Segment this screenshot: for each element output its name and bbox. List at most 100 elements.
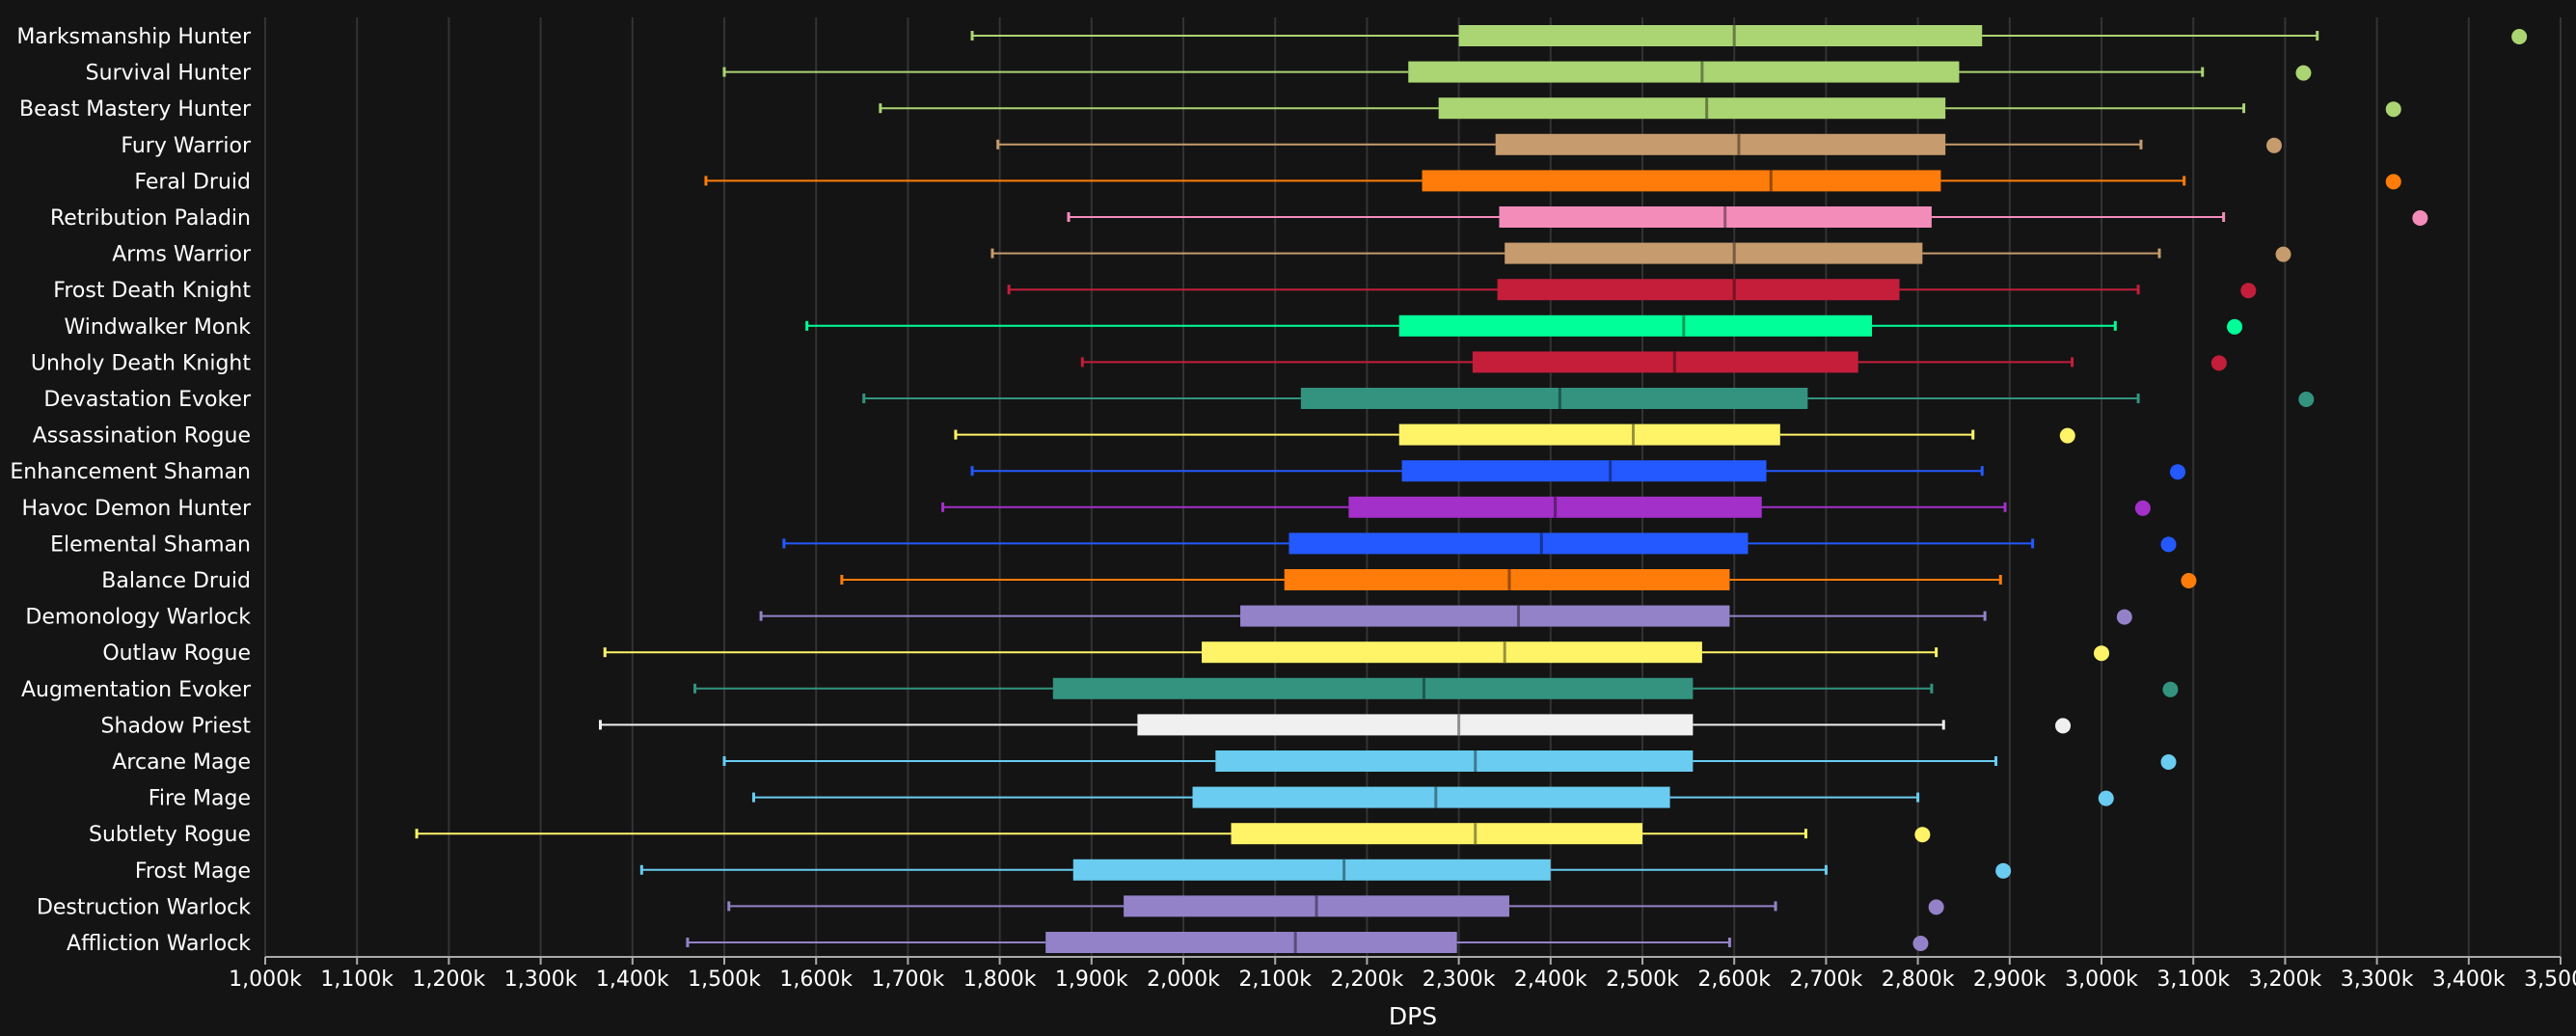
- outlier-point: [2385, 174, 2401, 190]
- iqr-box: [1052, 677, 1694, 699]
- box-row: [603, 641, 2109, 664]
- iqr-box: [1300, 388, 1808, 409]
- box-row: [722, 61, 2312, 83]
- box-row: [996, 133, 2282, 155]
- x-tick-label: 3,500k: [2524, 968, 2576, 992]
- outlier-point: [2385, 101, 2401, 118]
- iqr-box: [1495, 133, 1946, 155]
- iqr-box: [1438, 97, 1946, 120]
- outlier-point: [2265, 137, 2282, 153]
- x-tick-label: 3,100k: [2156, 968, 2230, 992]
- outlier-point: [2162, 681, 2179, 697]
- category-label: Arcane Mage: [112, 750, 251, 775]
- x-tick-label: 1,200k: [413, 968, 486, 992]
- outlier-point: [2412, 210, 2428, 226]
- iqr-box: [1472, 351, 1858, 373]
- category-label: Assassination Rogue: [33, 424, 251, 449]
- x-axis: 1,000k 1,100k 1,200k 1,300k 1,400k 1,500k 1,60…: [229, 956, 2576, 992]
- box-row: [639, 859, 2012, 881]
- outlier-point: [2055, 718, 2072, 734]
- iqr-box: [1072, 859, 1551, 881]
- iqr-box: [1137, 714, 1694, 736]
- box-row: [759, 605, 2132, 627]
- category-label: Frost Mage: [135, 859, 251, 884]
- category-label: Balance Druid: [101, 569, 251, 593]
- category-label: Outlaw Rogue: [102, 641, 251, 666]
- box-row: [704, 170, 2401, 192]
- category-labels: Marksmanship Hunter Survival Hunter Beast …: [10, 25, 252, 956]
- category-label: Unholy Death Knight: [31, 351, 251, 375]
- category-label: Beast Mastery Hunter: [19, 97, 252, 122]
- x-tick-label: 1,400k: [596, 968, 669, 992]
- box-row: [1007, 279, 2257, 301]
- box-row: [751, 786, 2114, 808]
- iqr-box: [1422, 170, 1941, 192]
- x-tick-label: 2,500k: [1606, 968, 1679, 992]
- outlier-point: [2298, 392, 2315, 407]
- outlier-point: [1914, 827, 1931, 843]
- x-tick-label: 1,600k: [779, 968, 853, 992]
- iqr-box: [1202, 641, 1702, 664]
- iqr-box: [1497, 279, 1900, 301]
- iqr-box: [1505, 242, 1923, 264]
- outlier-point: [2511, 29, 2528, 44]
- x-tick-label: 2,800k: [1882, 968, 1955, 992]
- category-label: Demonology Warlock: [25, 606, 251, 630]
- x-tick-label: 3,400k: [2432, 968, 2506, 992]
- category-label: Destruction Warlock: [37, 895, 251, 919]
- outlier-point: [2160, 536, 2177, 553]
- category-label: Augmentation Evoker: [21, 678, 252, 702]
- outlier-point: [2240, 283, 2257, 299]
- outlier-point: [1928, 899, 1944, 915]
- x-tick-label: 1,300k: [504, 968, 578, 992]
- box-row: [782, 532, 2177, 555]
- category-label: Retribution Paladin: [50, 206, 251, 231]
- box-series: [415, 25, 2528, 953]
- x-tick-label: 2,900k: [1973, 968, 2047, 992]
- category-label: Fury Warrior: [121, 134, 252, 158]
- outlier-point: [2134, 500, 2151, 516]
- iqr-box: [1215, 750, 1694, 772]
- iqr-box: [1401, 460, 1767, 482]
- category-label: Marksmanship Hunter: [16, 25, 252, 49]
- x-tick-label: 2,600k: [1697, 968, 1771, 992]
- category-label: Subtlety Rogue: [89, 823, 251, 847]
- iqr-box: [1045, 932, 1457, 953]
- x-tick-label: 3,000k: [2065, 968, 2138, 992]
- category-label: Devastation Evoker: [43, 388, 252, 412]
- category-label: Feral Druid: [134, 170, 251, 194]
- box-row: [990, 242, 2291, 264]
- outlier-point: [2094, 645, 2109, 662]
- outlier-point: [2160, 754, 2177, 770]
- category-label: Elemental Shaman: [50, 532, 251, 557]
- iqr-box: [1458, 25, 1983, 46]
- x-tick-label: 2,100k: [1238, 968, 1312, 992]
- iqr-box: [1288, 532, 1749, 555]
- outlier-point: [2170, 464, 2186, 480]
- box-row: [954, 423, 2075, 446]
- box-row: [840, 569, 2197, 590]
- box-row: [722, 750, 2177, 772]
- x-tick-label: 1,700k: [872, 968, 945, 992]
- category-label: Affliction Warlock: [67, 932, 251, 956]
- outlier-point: [2116, 609, 2132, 625]
- x-tick-label: 2,300k: [1423, 968, 1496, 992]
- box-row: [970, 460, 2186, 482]
- category-label: Windwalker Monk: [64, 315, 251, 340]
- box-row: [1080, 351, 2227, 373]
- box-row: [805, 314, 2243, 337]
- x-tick-label: 2,000k: [1147, 968, 1220, 992]
- outlier-point: [1995, 862, 2012, 879]
- category-label: Havoc Demon Hunter: [21, 497, 251, 521]
- x-axis-title: DPS: [1389, 1002, 1437, 1030]
- outlier-point: [1912, 936, 1929, 951]
- category-label: Frost Death Knight: [53, 279, 251, 303]
- iqr-box: [1398, 314, 1872, 337]
- x-tick-label: 3,300k: [2341, 968, 2414, 992]
- x-tick-label: 1,100k: [320, 968, 393, 992]
- box-row: [970, 25, 2528, 46]
- grid-lines: [264, 17, 2562, 957]
- outlier-point: [2059, 427, 2075, 444]
- category-label: Arms Warrior: [112, 243, 252, 267]
- x-tick-label: 2,400k: [1514, 968, 1587, 992]
